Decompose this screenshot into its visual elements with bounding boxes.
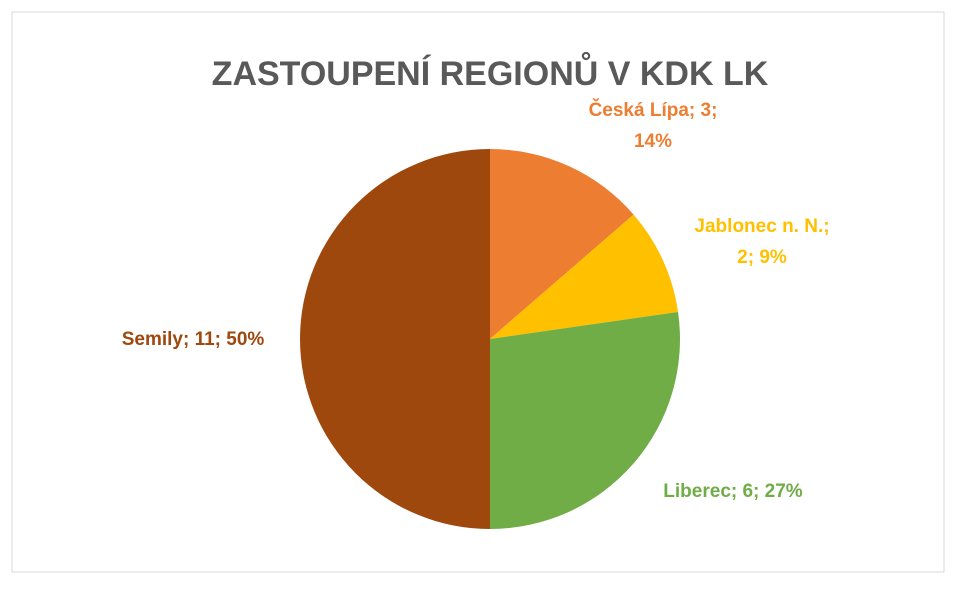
data-label: 2; 9%: [737, 247, 787, 268]
data-label: Liberec; 6; 27%: [663, 481, 802, 502]
data-label: Semily; 11; 50%: [122, 329, 265, 350]
pie-slice: [490, 311, 681, 529]
pie-slice: [490, 214, 679, 339]
data-label: Česká Lípa; 3;: [589, 99, 718, 121]
pie-slice: [300, 149, 490, 529]
pie-slice: [490, 149, 634, 339]
chart-title: ZASTOUPENÍ REGIONŮ V KDK LK: [212, 52, 769, 93]
data-label: 14%: [634, 131, 672, 152]
data-label: Jablonec n. N.;: [694, 216, 829, 237]
